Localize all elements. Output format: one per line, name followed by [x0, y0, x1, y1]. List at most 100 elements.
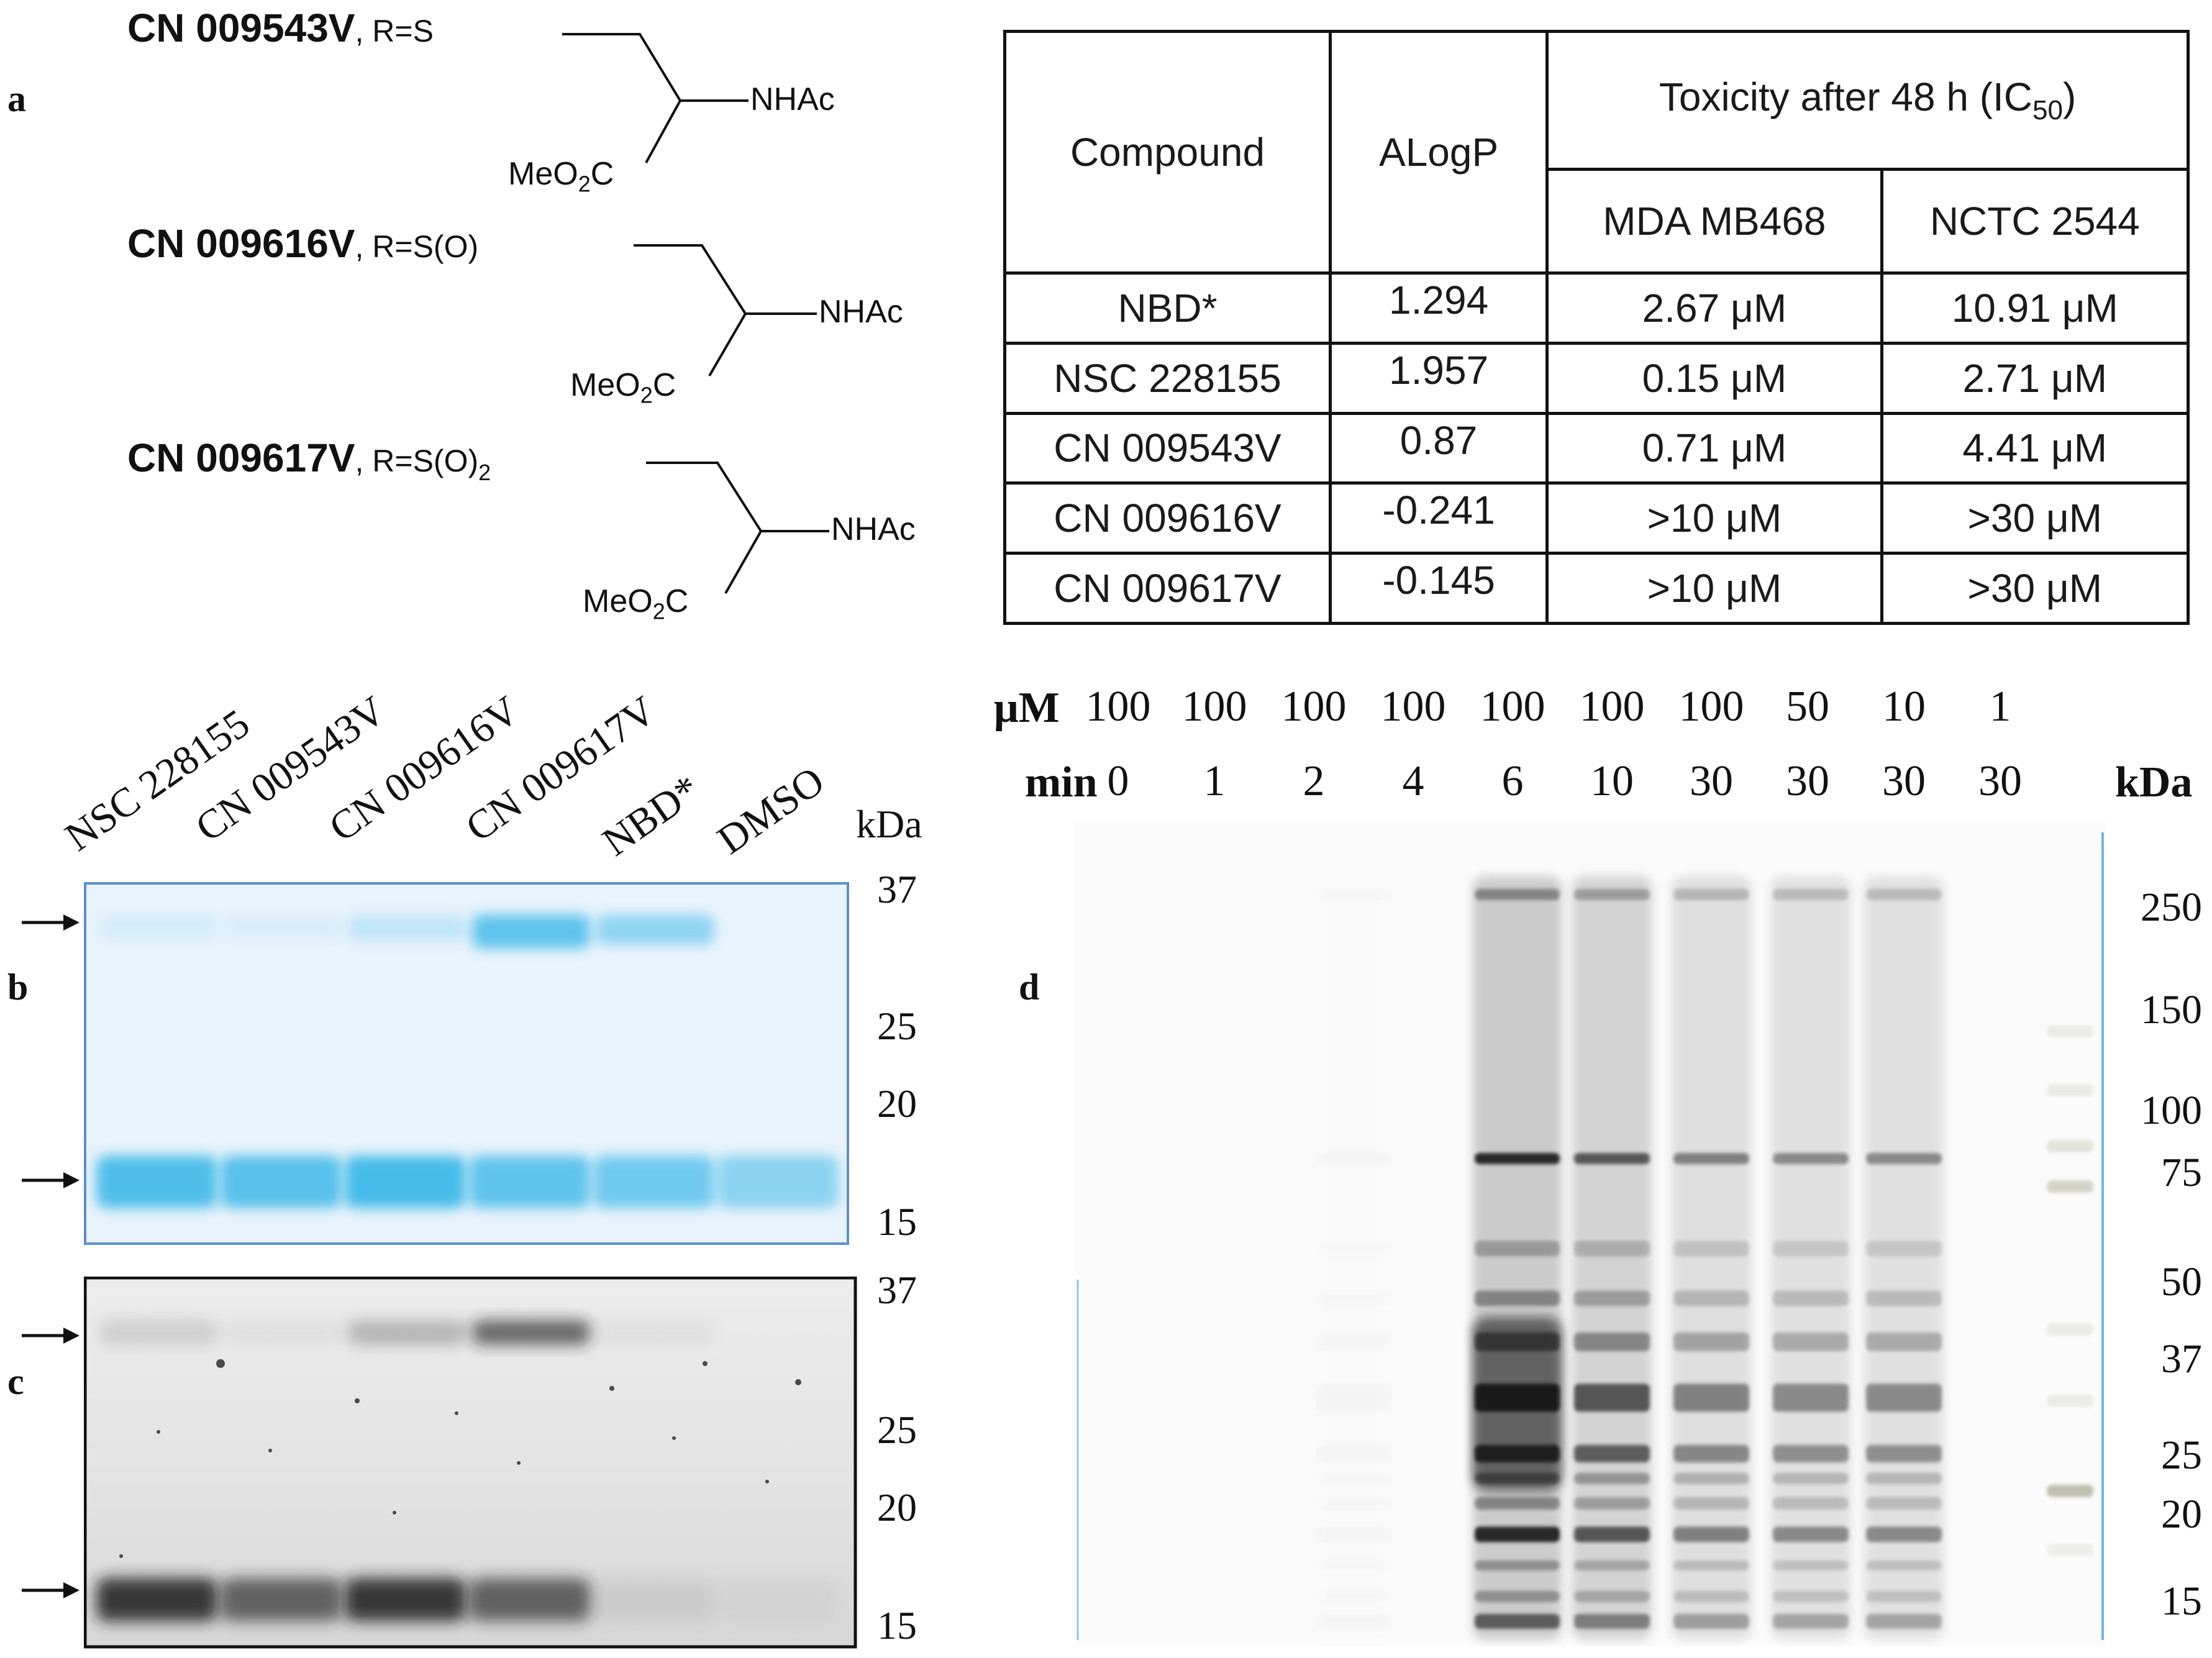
compound-1-r-group: S: [412, 14, 434, 48]
gel-d-ladder-band: [2047, 1395, 2093, 1407]
gel-b-upper-band: [224, 914, 342, 939]
gel-d-lane-smear: [1671, 876, 1752, 1640]
cell-nctc: 10.91 μM: [1880, 271, 2190, 345]
conc-value: 100: [1480, 683, 1545, 731]
gel-c-image: [84, 1277, 857, 1649]
arrow-b-lower: [22, 1172, 80, 1188]
time-value: 30: [1690, 757, 1733, 805]
cell-alogp: -0.241: [1328, 481, 1549, 555]
gel-c-upper-band: [472, 1320, 590, 1345]
gel-d-band: [1866, 1560, 1942, 1570]
gel-d-marker-label: 25: [2161, 1433, 2202, 1478]
gel-c-speckle: [795, 1379, 801, 1385]
gel-c-lower-band: [345, 1578, 466, 1621]
header-mda: MDA MB468: [1545, 167, 1883, 275]
gel-d-ladder-band: [2047, 1323, 2093, 1336]
cell-nctc: >30 μM: [1880, 481, 2190, 555]
gel-d-band: [1574, 1591, 1650, 1602]
gel-c-upper-band: [348, 1320, 466, 1345]
table-subheader-row: MDA MB468 NCTC 2544: [1005, 167, 2190, 275]
compound-2-title: CN 009616V: [127, 221, 355, 266]
gel-c-speckle: [455, 1411, 458, 1415]
gel-c-lower-band: [593, 1578, 714, 1621]
ester-suffix: C: [590, 156, 614, 192]
arrow-c-lower: [22, 1582, 80, 1598]
ester-suffix: C: [665, 583, 689, 619]
toxicity-table: Compound ALogP Toxicity after 48 h (IC50…: [1003, 30, 2190, 625]
gel-c-lower-band: [469, 1578, 590, 1621]
gel-c-marker-37: 37: [877, 1268, 917, 1312]
gel-bc-unit: kDa: [856, 802, 922, 846]
gel-d-band: [1316, 1591, 1392, 1602]
compound-1-bonds: [562, 33, 749, 163]
conc-value: 100: [1579, 683, 1645, 731]
gel-d-marker-label: 100: [2141, 1088, 2202, 1133]
table-row: NSC 228155 1.957 0.15 μM 2.71 μM: [1003, 341, 2190, 415]
compound-1-title: CN 009543V: [127, 6, 355, 50]
gel-b-marker-20: 20: [877, 1082, 917, 1126]
gel-c-lower-band: [221, 1578, 342, 1621]
gel-d-marker-label: 20: [2161, 1492, 2202, 1537]
conc-value: 100: [1281, 683, 1347, 731]
gel-d-band: [1866, 889, 1942, 900]
gel-d-band: [1673, 1560, 1749, 1570]
gel-c-speckle: [157, 1430, 160, 1434]
header-toxicity-text: Toxicity after 48 h (IC: [1659, 75, 2033, 120]
gel-d-marker-label: 50: [2161, 1259, 2202, 1305]
panel-label-d: d: [1019, 967, 1040, 1008]
gel-c-upper-band: [596, 1320, 714, 1345]
conc-value: 100: [1678, 683, 1744, 731]
cell-mda: >10 μM: [1545, 552, 1883, 625]
gel-d-lane-smear: [1864, 876, 1944, 1640]
gel-b-upper-band: [596, 914, 714, 945]
gel-d-band: [1316, 1497, 1392, 1510]
compound-3-r-label: , R=: [355, 444, 413, 478]
compound-2-name: CN 009616V, R=S(O): [127, 221, 478, 266]
compound-3-r-group: S(O): [412, 444, 479, 478]
gel-d-band: [1773, 1473, 1849, 1484]
gel-d-band: [1475, 889, 1560, 900]
ester-prefix: MeO: [570, 367, 640, 403]
gel-d-band: [1475, 1526, 1560, 1542]
gel-d-ladder-band: [2047, 1140, 2093, 1152]
gel-d-ladder-band: [2047, 1025, 2093, 1037]
gel-d-band: [1866, 1473, 1942, 1484]
gel-d-band: [1316, 1153, 1392, 1164]
lane-label-6: DMSO: [709, 758, 833, 863]
gel-d-band: [1574, 1473, 1650, 1484]
header-compound: Compound: [1003, 30, 1332, 275]
cell-mda: 2.67 μM: [1545, 271, 1883, 345]
time-value: 2: [1303, 757, 1325, 805]
gel-b-marker-25: 25: [877, 1004, 917, 1048]
gel-c-marker-15: 15: [877, 1603, 917, 1647]
gel-b-lower-band: [593, 1155, 714, 1208]
gel-b-marker-37: 37: [877, 867, 917, 911]
gel-d-band: [1773, 1560, 1849, 1570]
gel-d-marker-label: 75: [2161, 1150, 2202, 1195]
gel-d-band: [1866, 1526, 1942, 1542]
cell-alogp: 0.87: [1328, 411, 1549, 485]
arrow-c-upper: [22, 1328, 80, 1344]
compound-2-r-label: , R=: [355, 229, 413, 264]
compound-3-amide: NHAc: [831, 511, 916, 547]
compound-2-amide: NHAc: [819, 294, 903, 330]
conc-header: μM: [994, 684, 1060, 732]
gel-d-band: [1475, 1591, 1560, 1602]
ester-prefix: MeO: [508, 156, 578, 192]
gel-d-band: [1866, 1332, 1942, 1351]
gel-d-band: [1866, 1383, 1942, 1412]
gel-d-band: [1866, 1445, 1942, 1462]
compound-2-ester: MeO2C: [570, 367, 676, 408]
gel-c-speckle: [765, 1480, 769, 1483]
gel-d-band: [1475, 1614, 1560, 1629]
gel-d-band: [1773, 1526, 1849, 1542]
gel-d-marker-label: 250: [2141, 885, 2202, 930]
gel-c-upper-band: [224, 1320, 342, 1345]
gel-d-ladder-band: [2047, 1485, 2093, 1497]
gel-d-band: [1574, 1526, 1650, 1542]
compound-2-r-group: S(O): [412, 229, 479, 264]
gel-d-band: [1574, 1614, 1650, 1629]
gel-d-band: [1773, 1614, 1849, 1629]
table-row: CN 009616V -0.241 >10 μM >30 μM: [1003, 481, 2190, 555]
time-value: 30: [1882, 757, 1926, 805]
